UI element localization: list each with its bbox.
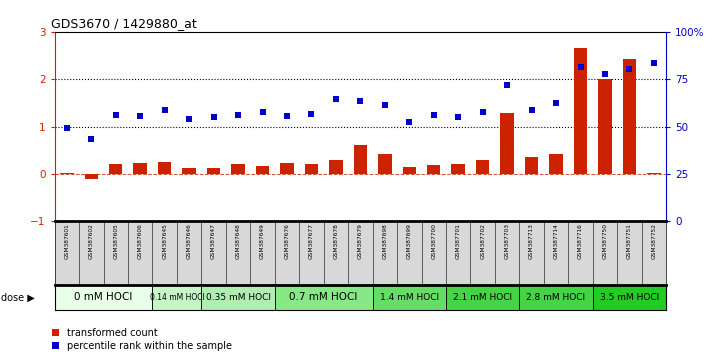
- Text: GSM387699: GSM387699: [407, 223, 412, 259]
- Text: dose ▶: dose ▶: [1, 292, 35, 302]
- Point: [183, 116, 195, 122]
- Point: [330, 96, 341, 102]
- Text: GSM387601: GSM387601: [64, 223, 69, 259]
- Text: GSM387752: GSM387752: [652, 223, 657, 259]
- Bar: [598, 79, 612, 174]
- Bar: [593, 285, 666, 310]
- Point: [207, 114, 219, 120]
- Text: GSM387676: GSM387676: [285, 223, 290, 259]
- Text: GSM387698: GSM387698: [382, 223, 387, 259]
- Bar: [622, 59, 636, 174]
- Text: 2.1 mM HOCl: 2.1 mM HOCl: [453, 293, 513, 302]
- Legend: transformed count, percentile rank within the sample: transformed count, percentile rank withi…: [52, 328, 232, 351]
- Bar: [84, 174, 98, 179]
- Bar: [60, 173, 74, 174]
- Text: 0.35 mM HOCl: 0.35 mM HOCl: [205, 293, 271, 302]
- Point: [428, 112, 440, 118]
- Point: [502, 82, 513, 88]
- Point: [355, 99, 366, 104]
- Bar: [274, 285, 373, 310]
- Text: GSM387646: GSM387646: [186, 223, 191, 259]
- Text: GDS3670 / 1429880_at: GDS3670 / 1429880_at: [51, 17, 197, 30]
- Bar: [133, 164, 147, 174]
- Bar: [232, 164, 245, 174]
- Point: [306, 111, 317, 116]
- Bar: [403, 167, 416, 174]
- Point: [159, 107, 170, 113]
- Text: GSM387647: GSM387647: [211, 223, 216, 259]
- Bar: [574, 48, 587, 174]
- Point: [574, 64, 586, 70]
- Bar: [109, 164, 122, 174]
- Text: GSM387750: GSM387750: [603, 223, 607, 259]
- Bar: [427, 165, 440, 174]
- Point: [135, 113, 146, 119]
- Bar: [647, 173, 660, 174]
- Bar: [550, 154, 563, 174]
- Text: GSM387645: GSM387645: [162, 223, 167, 259]
- Point: [403, 119, 415, 125]
- Bar: [329, 160, 343, 174]
- Text: GSM387716: GSM387716: [578, 223, 583, 259]
- Bar: [207, 168, 221, 174]
- Bar: [158, 162, 171, 174]
- Bar: [451, 164, 465, 174]
- Text: GSM387649: GSM387649: [260, 223, 265, 259]
- Bar: [378, 154, 392, 174]
- Bar: [373, 285, 446, 310]
- Point: [85, 137, 97, 142]
- Point: [281, 113, 293, 119]
- Point: [257, 109, 269, 115]
- Point: [477, 109, 488, 115]
- Text: GSM387702: GSM387702: [480, 223, 485, 259]
- Bar: [202, 285, 274, 310]
- Text: GSM387602: GSM387602: [89, 223, 94, 259]
- Text: GSM387677: GSM387677: [309, 223, 314, 259]
- Point: [648, 60, 660, 65]
- Point: [550, 100, 562, 106]
- Bar: [476, 160, 489, 174]
- Bar: [152, 285, 202, 310]
- Text: GSM387703: GSM387703: [505, 223, 510, 259]
- Bar: [519, 285, 593, 310]
- Point: [526, 107, 537, 113]
- Bar: [305, 164, 318, 174]
- Text: GSM387679: GSM387679: [358, 223, 363, 259]
- Text: GSM387678: GSM387678: [333, 223, 339, 259]
- Text: GSM387606: GSM387606: [138, 223, 143, 259]
- Bar: [446, 285, 519, 310]
- Text: GSM387713: GSM387713: [529, 223, 534, 259]
- Text: 0.14 mM HOCl: 0.14 mM HOCl: [149, 293, 205, 302]
- Text: GSM387700: GSM387700: [431, 223, 436, 259]
- Text: GSM387701: GSM387701: [456, 223, 461, 259]
- Text: 1.4 mM HOCl: 1.4 mM HOCl: [380, 293, 439, 302]
- Point: [452, 114, 464, 120]
- Point: [379, 102, 391, 108]
- Point: [110, 112, 122, 118]
- Text: GSM387648: GSM387648: [236, 223, 240, 259]
- Text: 3.5 mM HOCl: 3.5 mM HOCl: [600, 293, 659, 302]
- Text: 2.8 mM HOCl: 2.8 mM HOCl: [526, 293, 585, 302]
- Text: GSM387714: GSM387714: [553, 223, 558, 259]
- Bar: [55, 285, 152, 310]
- Point: [599, 71, 611, 76]
- Point: [624, 66, 636, 72]
- Bar: [525, 157, 538, 174]
- Bar: [256, 166, 269, 174]
- Bar: [500, 113, 514, 174]
- Bar: [354, 145, 367, 174]
- Point: [61, 125, 73, 131]
- Text: 0.7 mM HOCl: 0.7 mM HOCl: [290, 292, 358, 302]
- Text: GSM387605: GSM387605: [114, 223, 118, 259]
- Text: GSM387751: GSM387751: [627, 223, 632, 259]
- Point: [232, 112, 244, 118]
- Bar: [280, 164, 293, 174]
- Text: 0 mM HOCl: 0 mM HOCl: [74, 292, 132, 302]
- Bar: [183, 168, 196, 174]
